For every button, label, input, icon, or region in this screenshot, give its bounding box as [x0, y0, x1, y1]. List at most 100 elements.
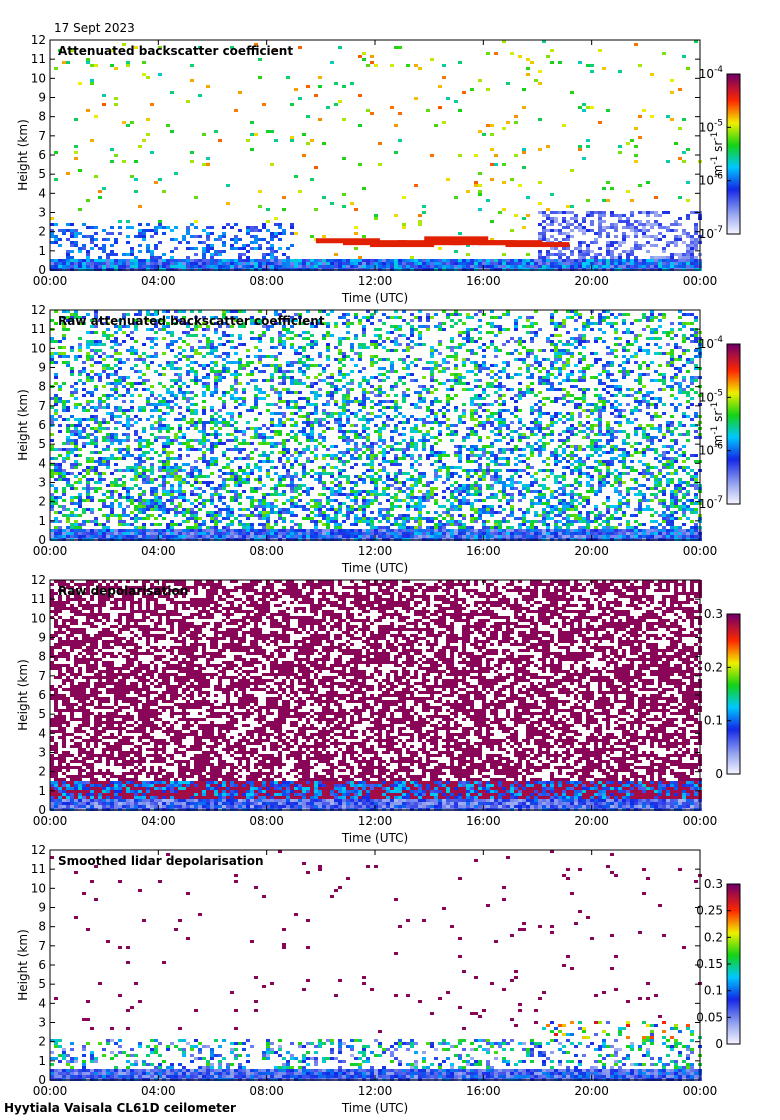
colorbar-segment [727, 98, 740, 101]
cloud-base-mark-5 [424, 236, 489, 242]
colorbar-segment [727, 134, 740, 137]
colorbar-tick-exponent: -5 [714, 118, 723, 128]
colorbar-segment [727, 1030, 740, 1033]
colorbar-segment [727, 388, 740, 391]
colorbar-segment [727, 500, 740, 503]
colorbar-segment [727, 736, 740, 739]
colorbar-segment [727, 750, 740, 753]
colorbar-segment [727, 486, 740, 489]
unit-m-exp: -1 [710, 426, 720, 435]
x-tick-label-6: 00:00 [683, 544, 718, 558]
y-tick-label-0: 0 [38, 263, 46, 277]
y-tick-label-0: 0 [38, 533, 46, 547]
colorbar-segment [727, 988, 740, 991]
colorbar-segment [727, 484, 740, 487]
colorbar-segment [727, 620, 740, 623]
y-tick-label-1: 1 [38, 784, 46, 798]
colorbar-segment [727, 900, 740, 903]
y-tick-label-7: 7 [38, 399, 46, 413]
colorbar-segment [727, 680, 740, 683]
y-axis-label: Height (km) [16, 119, 30, 190]
colorbar-segment [727, 656, 740, 659]
date-label: 17 Sept 2023 [54, 21, 135, 35]
x-axis-label: Time (UTC) [341, 1101, 408, 1115]
colorbar-segment [727, 1024, 740, 1027]
colorbar-segment [727, 200, 740, 203]
colorbar-segment [727, 732, 740, 735]
unit-m: m [711, 165, 725, 177]
colorbar-segment [727, 404, 740, 407]
colorbar-segment [727, 452, 740, 455]
colorbar-segment [727, 468, 740, 471]
y-tick-label-11: 11 [31, 592, 46, 606]
colorbar-segment [727, 132, 740, 135]
x-tick-label-6: 00:00 [683, 1084, 718, 1098]
colorbar-segment [727, 950, 740, 953]
colorbar-segment [727, 734, 740, 737]
y-tick-label-8: 8 [38, 650, 46, 664]
x-tick-label-6: 00:00 [683, 814, 718, 828]
colorbar-segment [727, 472, 740, 475]
x-tick-label-5: 20:00 [574, 544, 609, 558]
colorbar-segment [727, 670, 740, 673]
colorbar-segment [727, 964, 740, 967]
colorbar-segment [727, 346, 740, 349]
colorbar-segment [727, 740, 740, 743]
colorbar-segment [727, 482, 740, 485]
colorbar-segment [727, 396, 740, 399]
colorbar-segment [727, 976, 740, 979]
colorbar-segment [727, 96, 740, 99]
colorbar-segment [727, 708, 740, 711]
colorbar-segment [727, 662, 740, 665]
colorbar-segment [727, 144, 740, 147]
colorbar-segment [727, 768, 740, 771]
colorbar-tick-exponent: -4 [714, 65, 723, 75]
colorbar-segment [727, 756, 740, 759]
colorbar-segment [727, 942, 740, 945]
colorbar-unit: m-1 sr-1 [710, 132, 725, 177]
colorbar-tick-label: 0.2 [704, 660, 723, 674]
colorbar-segment [727, 982, 740, 985]
colorbar-segment [727, 406, 740, 409]
colorbar-segment [727, 754, 740, 757]
colorbar-segment [727, 924, 740, 927]
colorbar-segment [727, 654, 740, 657]
colorbar-segment [727, 394, 740, 397]
colorbar-segment [727, 224, 740, 227]
colorbar-segment [727, 498, 740, 501]
colorbar-segment [727, 180, 740, 183]
colorbar-segment [727, 682, 740, 685]
colorbar-segment [727, 124, 740, 127]
colorbar-segment [727, 446, 740, 449]
colorbar-segment [727, 994, 740, 997]
colorbar-segment [727, 442, 740, 445]
colorbar-segment [727, 1042, 740, 1045]
colorbar-segment [727, 128, 740, 131]
unit-sr: sr [711, 411, 725, 426]
colorbar-segment [727, 150, 740, 153]
colorbar-segment [727, 960, 740, 963]
colorbar-segment [727, 744, 740, 747]
colorbar-segment [727, 462, 740, 465]
colorbar-segment [727, 494, 740, 497]
y-tick-label-6: 6 [38, 958, 46, 972]
colorbar-segment [727, 116, 740, 119]
colorbar-segment [727, 354, 740, 357]
colorbar-segment [727, 184, 740, 187]
colorbar-segment [727, 110, 740, 113]
y-tick-label-10: 10 [31, 71, 46, 85]
colorbar-segment [727, 230, 740, 233]
colorbar-segment [727, 82, 740, 85]
colorbar-segment [727, 410, 740, 413]
x-tick-label-1: 04:00 [141, 274, 176, 288]
colorbar-segment [727, 742, 740, 745]
colorbar-tick-label: 0 [715, 767, 723, 781]
colorbar-segment [727, 440, 740, 443]
colorbar-tick-exponent: -6 [714, 172, 723, 182]
y-tick-label-11: 11 [31, 862, 46, 876]
panel-title: Raw attenuated backscatter coefficient [58, 314, 325, 328]
colorbar-segment [727, 948, 740, 951]
colorbar-segment [727, 126, 740, 129]
colorbar-segment [727, 106, 740, 109]
